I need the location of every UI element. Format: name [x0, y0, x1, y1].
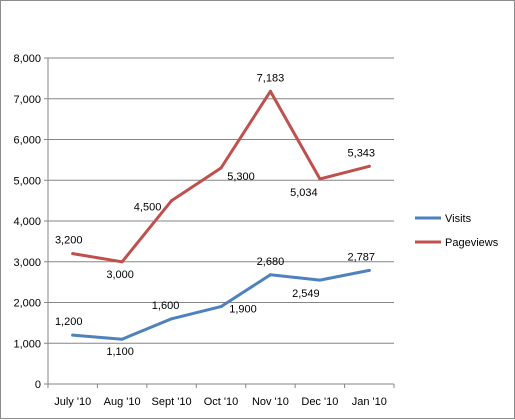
data-label: 5,300: [227, 171, 255, 183]
y-tick-label: 3,000: [13, 257, 41, 269]
data-point: [170, 317, 174, 321]
data-label: 7,183: [257, 72, 285, 84]
data-point: [71, 333, 75, 337]
data-labels: 1,200 1,100 1,600 1,900 2,680 2,549 2,787 3,200…: [55, 72, 375, 358]
data-point: [367, 268, 371, 272]
data-label: 5,034: [290, 187, 318, 199]
data-point: [219, 166, 223, 170]
x-tick-label: Jan '10: [352, 396, 387, 408]
legend: Visits Pageviews: [415, 213, 499, 249]
y-tick-label: 6,000: [13, 135, 41, 147]
data-label: 4,500: [134, 202, 162, 214]
data-point: [170, 199, 174, 203]
legend-entry: Pageviews: [445, 237, 499, 249]
x-tick-label: Aug '10: [104, 396, 141, 408]
y-tick-label: 0: [35, 379, 41, 391]
data-label: 3,000: [106, 269, 134, 281]
x-tick-label: Oct '10: [204, 396, 239, 408]
data-point: [318, 177, 322, 181]
data-point: [318, 278, 322, 282]
data-label: 1,200: [55, 316, 83, 328]
data-point: [367, 164, 371, 168]
y-tick-label: 2,000: [13, 298, 41, 310]
data-label: 2,549: [292, 288, 320, 300]
x-tick-label: Sept '10: [152, 396, 192, 408]
data-label: 5,343: [348, 147, 376, 159]
y-tick-label: 4,000: [13, 216, 41, 228]
data-label: 3,200: [55, 235, 83, 247]
y-tick-label: 8,000: [13, 53, 41, 65]
data-point: [120, 260, 124, 264]
data-point: [71, 252, 75, 256]
data-point: [268, 273, 272, 277]
data-point: [268, 89, 272, 93]
gridlines: [48, 57, 394, 344]
data-label: 2,680: [257, 256, 285, 268]
data-point: [120, 337, 124, 341]
x-tick-label: Dec '10: [301, 396, 338, 408]
data-point: [219, 305, 223, 309]
series-line-pageviews: [71, 89, 371, 264]
data-label: 2,787: [348, 251, 376, 263]
y-tick-label: 7,000: [13, 94, 41, 106]
y-tick-label: 5,000: [13, 175, 41, 187]
data-label: 1,900: [229, 304, 257, 316]
legend-entry: Visits: [445, 213, 472, 225]
data-label: 1,100: [106, 346, 134, 358]
y-tick-label: 1,000: [13, 338, 41, 350]
x-axis-tick-labels: July '10 Aug '10 Sept '10 Oct '10 Nov '10 Dec…: [54, 396, 387, 408]
x-tick-label: July '10: [54, 396, 91, 408]
y-axis-tick-labels: 0 1,000 2,000 3,000 4,000 5,000 6,000 7,000 8,00…: [13, 53, 41, 391]
x-tick-label: Nov '10: [252, 396, 289, 408]
data-label: 1,600: [152, 300, 180, 312]
axes: [44, 57, 395, 388]
series-lines: [71, 89, 371, 341]
